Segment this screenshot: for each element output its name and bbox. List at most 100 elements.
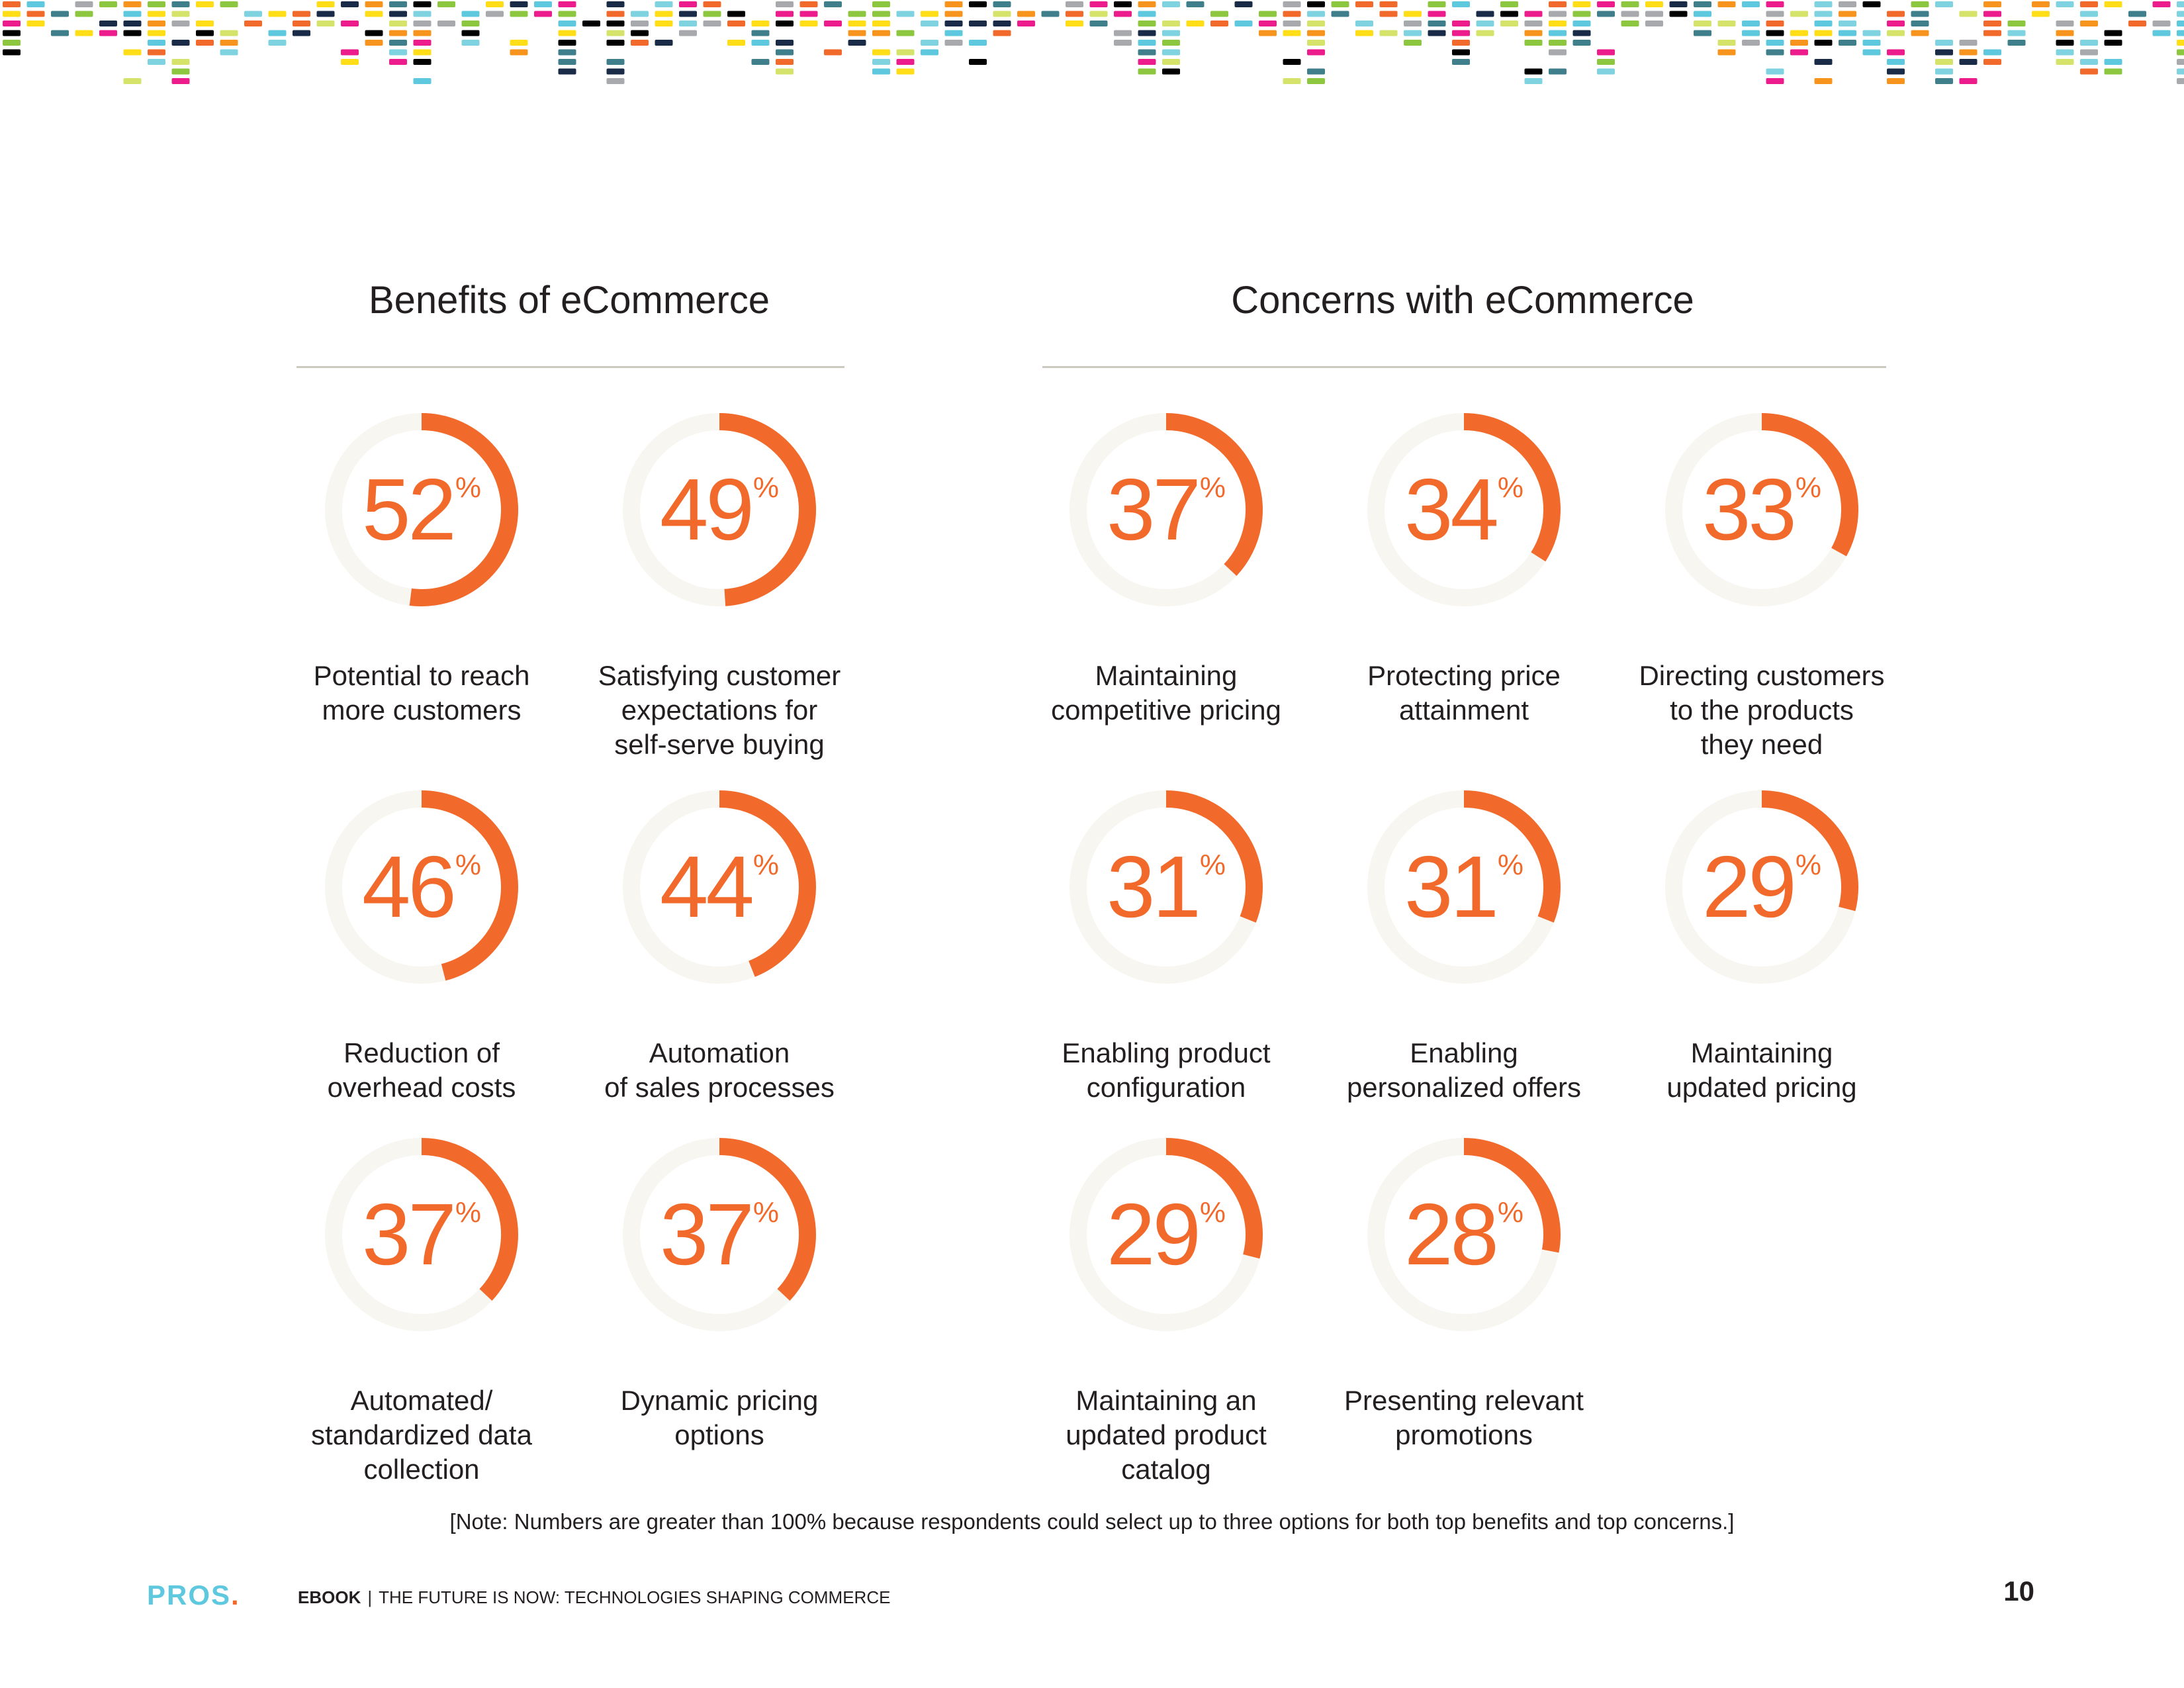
page-number: 10 bbox=[2003, 1575, 2034, 1607]
confetti-dash bbox=[1887, 21, 1905, 26]
confetti-dash bbox=[1114, 11, 1132, 17]
confetti-dash bbox=[2056, 21, 2074, 26]
confetti-dash bbox=[1597, 49, 1615, 56]
confetti-dash bbox=[1887, 68, 1905, 75]
confetti-dash bbox=[1210, 11, 1228, 17]
confetti-dash bbox=[1983, 1, 2001, 7]
confetti-dash bbox=[1524, 30, 1543, 36]
confetti-dash bbox=[1476, 21, 1494, 26]
confetti-dash bbox=[679, 1, 697, 7]
confetti-dash bbox=[1717, 49, 1736, 56]
confetti-dash bbox=[1790, 40, 1808, 46]
confetti-dash bbox=[461, 30, 480, 36]
confetti-dash bbox=[244, 11, 262, 17]
confetti-dash bbox=[776, 1, 794, 7]
stat-card: 33% Directing customers to the products t… bbox=[1610, 410, 1914, 808]
stat-card: 31% Enabling product configuration bbox=[1014, 788, 1318, 1185]
confetti-dash bbox=[1597, 1, 1615, 7]
confetti-dash bbox=[921, 49, 938, 56]
confetti-dash bbox=[1572, 30, 1591, 36]
confetti-dash bbox=[1089, 1, 1108, 7]
percent-sign: % bbox=[1497, 471, 1524, 504]
confetti-dash bbox=[1887, 59, 1905, 65]
confetti-dash bbox=[26, 21, 45, 26]
confetti-dash bbox=[461, 11, 480, 17]
confetti-dash bbox=[341, 21, 359, 26]
confetti-dash bbox=[751, 21, 770, 26]
confetti-dash bbox=[148, 40, 165, 46]
confetti-dash bbox=[26, 11, 45, 17]
confetti-dash bbox=[2152, 21, 2171, 26]
donut-gauge bbox=[322, 788, 521, 986]
confetti-dash bbox=[1717, 1, 1736, 7]
confetti-dash bbox=[606, 30, 625, 36]
confetti-dash bbox=[1162, 68, 1180, 75]
confetti-dash bbox=[2177, 1, 2184, 7]
confetti-dash bbox=[1814, 30, 1833, 36]
confetti-dash bbox=[1162, 49, 1180, 56]
confetti-dash bbox=[1234, 21, 1253, 26]
confetti-dash bbox=[896, 49, 915, 56]
confetti-dash bbox=[896, 59, 915, 65]
confetti-dash bbox=[944, 40, 963, 46]
confetti-dash bbox=[655, 11, 673, 17]
confetti-dash bbox=[2056, 1, 2074, 7]
gauge-arc bbox=[1463, 413, 1561, 562]
confetti-dash bbox=[220, 40, 238, 46]
confetti-dash bbox=[1742, 40, 1760, 46]
confetti-dash bbox=[413, 1, 432, 7]
confetti-dash bbox=[1790, 30, 1808, 36]
confetti-dash bbox=[703, 21, 721, 26]
stat-card: 29% Maintaining updated pricing bbox=[1610, 788, 1914, 1185]
confetti-dash bbox=[606, 40, 625, 46]
confetti-dash bbox=[1766, 1, 1784, 7]
confetti-dash bbox=[413, 11, 432, 17]
confetti-dash bbox=[1138, 68, 1156, 75]
confetti-dash bbox=[558, 30, 576, 36]
confetti-dash bbox=[1524, 11, 1543, 17]
confetti-dash bbox=[1331, 11, 1349, 17]
confetti-dash bbox=[148, 1, 165, 7]
confetti-dash bbox=[776, 49, 794, 56]
confetti-dash bbox=[776, 68, 794, 75]
confetti-dash bbox=[1549, 68, 1567, 75]
donut-gauge bbox=[322, 410, 521, 609]
stat-value: 28% bbox=[1365, 1135, 1563, 1334]
confetti-dash bbox=[2056, 59, 2074, 65]
donut-gauge bbox=[1067, 1135, 1265, 1334]
confetti-dash bbox=[316, 21, 335, 26]
gauge-arc bbox=[1463, 790, 1561, 923]
confetti-dash bbox=[2104, 59, 2122, 65]
confetti-dash bbox=[921, 21, 938, 26]
concerns-divider bbox=[1042, 366, 1886, 368]
confetti-dash bbox=[1452, 30, 1470, 36]
stat-value: 37% bbox=[1067, 410, 1265, 609]
pros-logo: PROS. bbox=[147, 1579, 240, 1611]
confetti-dash bbox=[824, 49, 842, 56]
confetti-dash bbox=[1138, 1, 1156, 7]
confetti-dash bbox=[1307, 78, 1325, 84]
confetti-dash bbox=[1089, 21, 1108, 26]
confetti-dash bbox=[944, 30, 963, 36]
confetti-dash bbox=[51, 11, 69, 17]
confetti-dash bbox=[1862, 1, 1881, 7]
confetti-dash bbox=[1066, 21, 1083, 26]
percent-sign: % bbox=[455, 471, 481, 504]
confetti-dash bbox=[1862, 40, 1881, 46]
confetti-dash bbox=[1549, 30, 1567, 36]
confetti-dash bbox=[171, 40, 190, 46]
confetti-dash bbox=[1138, 30, 1156, 36]
confetti-dash bbox=[2152, 1, 2171, 7]
stat-card: 44% Automation of sales processes bbox=[567, 788, 872, 1185]
confetti-dash bbox=[99, 21, 117, 26]
confetti-dash bbox=[2056, 40, 2074, 46]
confetti-dash bbox=[1572, 1, 1591, 7]
confetti-dash bbox=[1162, 59, 1180, 65]
confetti-dash bbox=[486, 1, 504, 7]
confetti-dash bbox=[751, 40, 770, 46]
stat-value: 46% bbox=[322, 788, 521, 986]
confetti-dash bbox=[1428, 30, 1446, 36]
confetti-dash bbox=[389, 59, 407, 65]
percent-sign: % bbox=[1497, 1196, 1524, 1229]
confetti-dash bbox=[1766, 49, 1784, 56]
